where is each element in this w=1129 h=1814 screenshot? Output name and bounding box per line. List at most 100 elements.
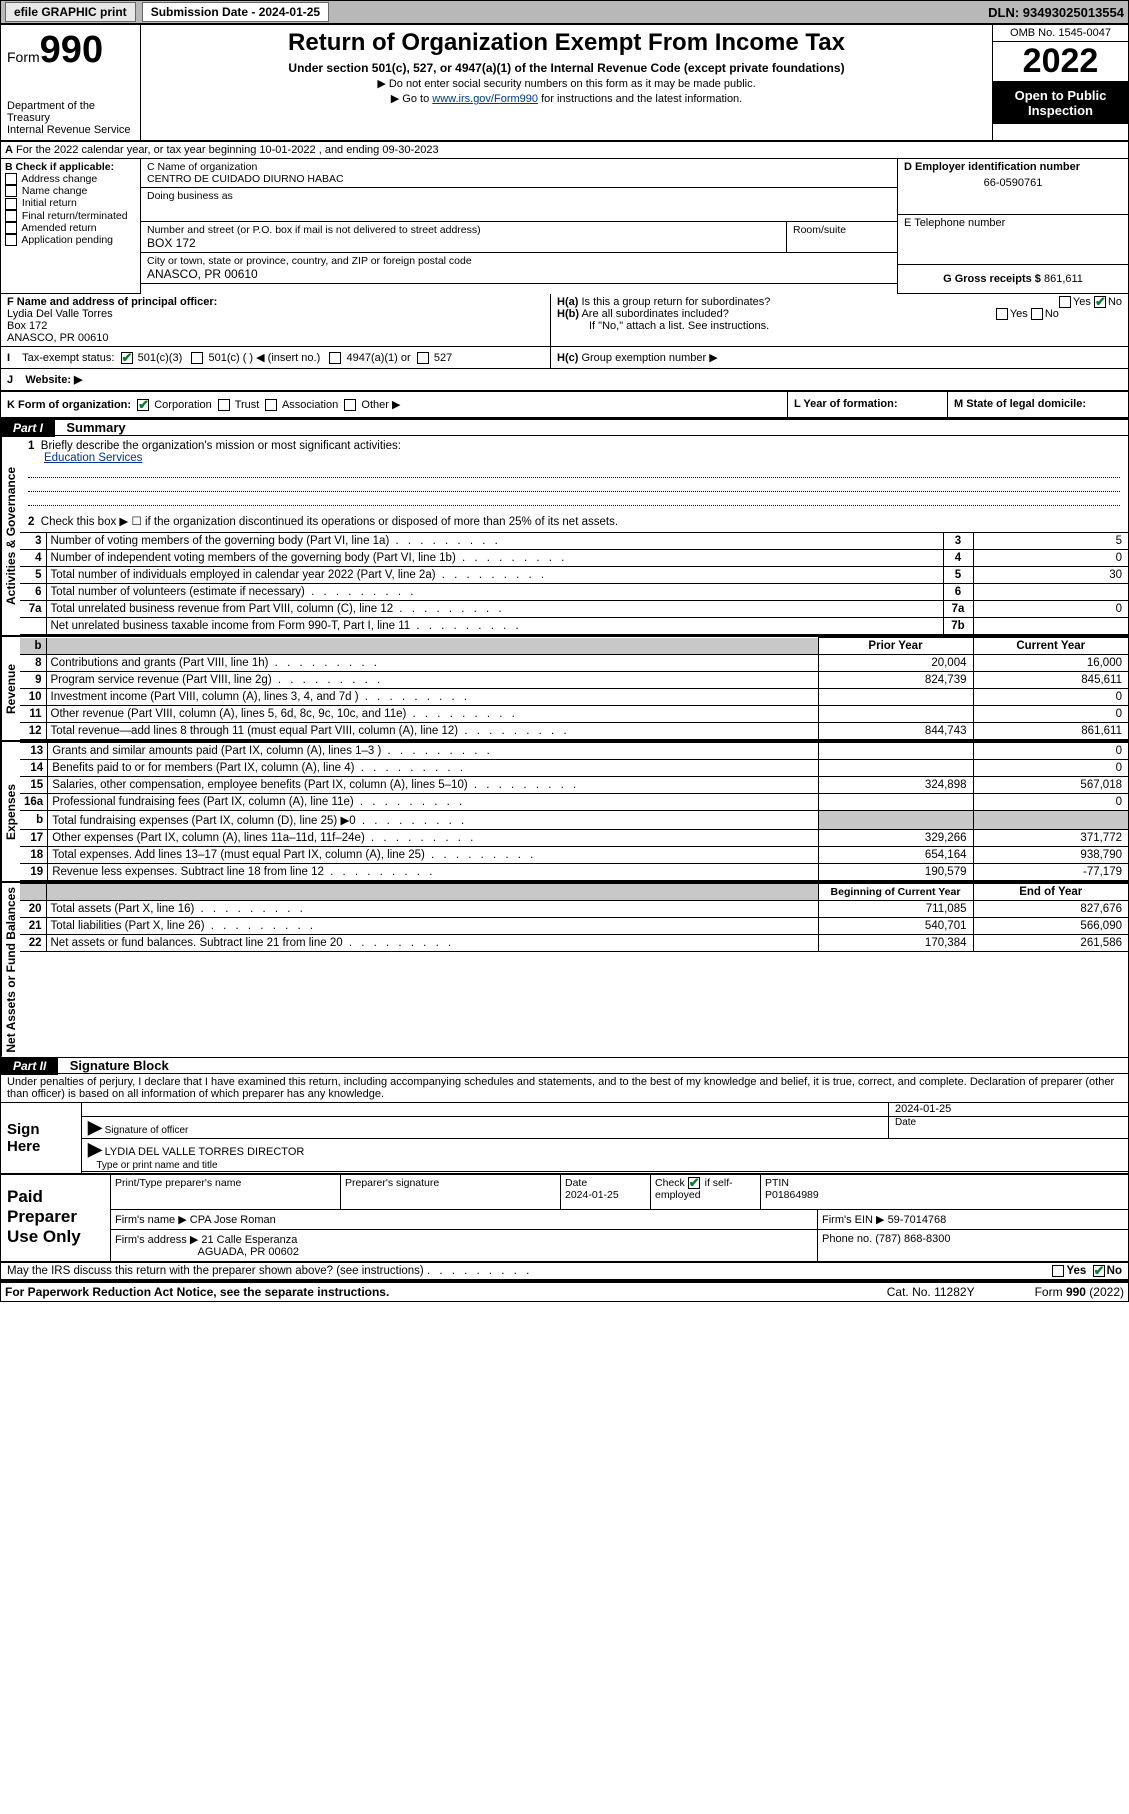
goto-pre: ▶ Go to — [391, 93, 432, 105]
chk-other[interactable] — [344, 399, 356, 411]
officer-name: Lydia Del Valle Torres — [7, 308, 544, 320]
prep-name-label: Print/Type preparer's name — [111, 1175, 341, 1209]
table-row: 22Net assets or fund balances. Subtract … — [20, 935, 1128, 952]
form-prefix: Form — [7, 49, 40, 65]
chk-4947[interactable] — [329, 352, 341, 364]
hdr-boy: Beginning of Current Year — [818, 884, 973, 901]
ha-no[interactable] — [1094, 296, 1106, 308]
no-1: No — [1108, 296, 1122, 308]
sign-here: Sign Here — [1, 1103, 81, 1173]
chk-corp[interactable] — [137, 399, 149, 411]
discuss-no[interactable] — [1093, 1265, 1105, 1277]
hdr-eoy: End of Year — [973, 884, 1128, 901]
table-row: bTotal fundraising expenses (Part IX, co… — [20, 811, 1128, 830]
section-h: H(a) Is this a group return for subordin… — [551, 294, 1128, 346]
name-title-label: Type or print name and title — [96, 1160, 217, 1171]
vlabel-rev: Revenue — [1, 637, 20, 740]
ha-yes[interactable] — [1059, 296, 1071, 308]
table-row: 14Benefits paid to or for members (Part … — [20, 760, 1128, 777]
section-a: A For the 2022 calendar year, or tax yea… — [1, 142, 1128, 159]
sign-date: 2024-01-25 — [888, 1103, 1128, 1116]
b-opt-4: Amended return — [21, 222, 96, 234]
chk-self-employed[interactable] — [688, 1177, 700, 1189]
table-row: 8Contributions and grants (Part VIII, li… — [20, 655, 1128, 672]
website-label: Website: ▶ — [25, 374, 82, 386]
hb-label: Are all subordinates included? — [581, 308, 728, 320]
hb-no[interactable] — [1031, 308, 1043, 320]
efile-print-button[interactable]: efile GRAPHIC print — [5, 2, 136, 22]
prep-date-label: Date — [565, 1177, 587, 1189]
cat-no: Cat. No. 11282Y — [887, 1285, 975, 1299]
dept-label: Department of the Treasury — [7, 100, 134, 124]
chk-501c[interactable] — [191, 352, 203, 364]
dba-label: Doing business as — [147, 190, 891, 202]
chk-app-pending[interactable] — [5, 234, 17, 246]
section-e: E Telephone number — [898, 215, 1128, 265]
irs-link[interactable]: www.irs.gov/Form990 — [432, 93, 538, 105]
table-row: 15Salaries, other compensation, employee… — [20, 777, 1128, 794]
table-row: 18Total expenses. Add lines 13–17 (must … — [20, 847, 1128, 864]
firm-addr-label: Firm's address ▶ — [115, 1234, 198, 1246]
officer-addr1: Box 172 — [7, 320, 544, 332]
section-k: K Form of organization: Corporation Trus… — [1, 392, 788, 417]
form-number: 990 — [40, 29, 103, 71]
officer-sig-name: LYDIA DEL VALLE TORRES DIRECTOR — [105, 1146, 305, 1158]
chk-501c3[interactable] — [121, 352, 133, 364]
chk-527[interactable] — [417, 352, 429, 364]
chk-assoc[interactable] — [265, 399, 277, 411]
table-row: 12Total revenue—add lines 8 through 11 (… — [20, 723, 1128, 740]
part2-tag: Part II — [1, 1057, 58, 1075]
chk-name-change[interactable] — [5, 185, 17, 197]
ha-label: Is this a group return for subordinates? — [581, 296, 770, 308]
table-row: 13Grants and similar amounts paid (Part … — [20, 743, 1128, 760]
open-to-public: Open to Public Inspection — [993, 82, 1128, 124]
firm-addr1: 21 Calle Esperanza — [201, 1234, 297, 1246]
chk-address-change[interactable] — [5, 173, 17, 185]
chk-trust[interactable] — [218, 399, 230, 411]
discuss-text: May the IRS discuss this return with the… — [7, 1265, 424, 1277]
section-c-name: C Name of organization CENTRO DE CUIDADO… — [141, 159, 897, 188]
ptin-value: P01864989 — [765, 1189, 819, 1201]
officer-addr2: ANASCO, PR 00610 — [7, 332, 544, 344]
section-d: D Employer identification number 66-0590… — [898, 159, 1128, 215]
table-row: 20Total assets (Part X, line 16)711,0858… — [20, 901, 1128, 918]
hb-yes[interactable] — [996, 308, 1008, 320]
table-row: 7aTotal unrelated business revenue from … — [20, 601, 1128, 618]
part1-header: Part I Summary — [1, 419, 1128, 436]
table-row: 16aProfessional fundraising fees (Part I… — [20, 794, 1128, 811]
mission-text[interactable]: Education Services — [44, 452, 142, 464]
header-left: Form990 Department of the Treasury Inter… — [1, 25, 141, 140]
org-address: BOX 172 — [147, 236, 780, 250]
firm-phone-label: Phone no. — [822, 1233, 872, 1245]
h-note: If "No," attach a list. See instructions… — [557, 320, 1122, 332]
vlabel-ag: Activities & Governance — [1, 436, 20, 635]
section-l: L Year of formation: — [788, 392, 948, 417]
goto-post: for instructions and the latest informat… — [538, 93, 742, 105]
irs-label: Internal Revenue Service — [7, 124, 134, 136]
k-o1: Corporation — [154, 399, 211, 411]
ssn-warning: ▶ Do not enter social security numbers o… — [147, 77, 986, 90]
prep-sig-label: Preparer's signature — [341, 1175, 561, 1209]
ein-label: D Employer identification number — [904, 161, 1080, 173]
tax-period: For the 2022 calendar year, or tax year … — [16, 144, 439, 156]
tax-year: 2022 — [993, 42, 1128, 82]
discuss-yes[interactable] — [1052, 1265, 1064, 1277]
chk-initial-return[interactable] — [5, 198, 17, 210]
i-o4: 527 — [434, 352, 452, 364]
sig-officer-label: Signature of officer — [105, 1125, 189, 1136]
b-label: B Check if applicable: — [5, 161, 114, 173]
b-opt-0: Address change — [21, 173, 97, 185]
k-label: K Form of organization: — [7, 399, 131, 411]
table-row: 5Total number of individuals employed in… — [20, 567, 1128, 584]
section-c-dba: Doing business as — [141, 188, 897, 222]
part1-tag: Part I — [1, 419, 55, 437]
firm-name-label: Firm's name ▶ — [115, 1214, 187, 1226]
chk-amended[interactable] — [5, 222, 17, 234]
chk-final-return[interactable] — [5, 210, 17, 222]
header-center: Return of Organization Exempt From Incom… — [141, 25, 993, 140]
org-name: CENTRO DE CUIDADO DIURNO HABAC — [147, 173, 891, 185]
table-row: 9Program service revenue (Part VIII, lin… — [20, 672, 1128, 689]
b-opt-1: Name change — [22, 185, 87, 197]
section-c-city: City or town, state or province, country… — [141, 253, 897, 284]
table-row: 10Investment income (Part VIII, column (… — [20, 689, 1128, 706]
